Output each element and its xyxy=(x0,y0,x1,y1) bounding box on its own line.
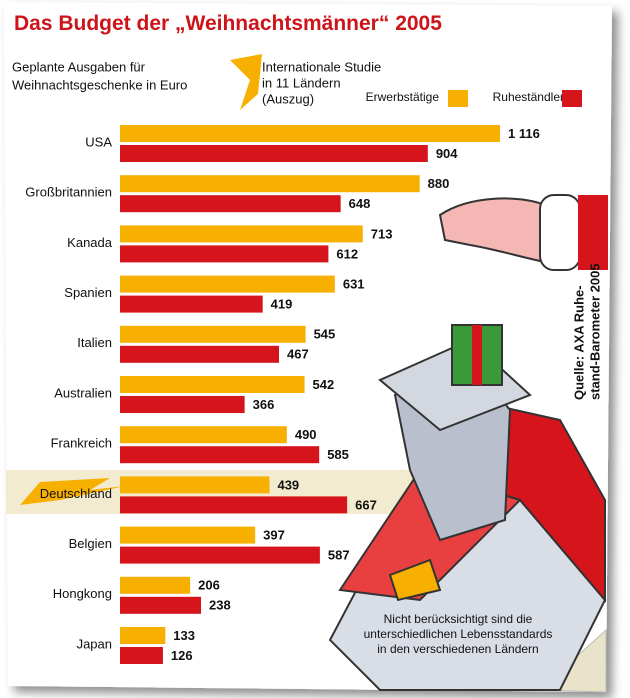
value-label: 587 xyxy=(328,548,350,563)
value-label: 238 xyxy=(209,598,231,613)
value-label: 467 xyxy=(287,347,309,362)
category-label: Großbritannien xyxy=(25,185,112,200)
footnote: in den verschiedenen Ländern xyxy=(377,642,538,656)
value-label: 439 xyxy=(277,477,299,492)
value-label: 545 xyxy=(314,327,336,342)
chart-title: Das Budget der „Weihnachtsmänner“ 2005 xyxy=(14,12,442,35)
value-label: 397 xyxy=(263,528,285,543)
value-label: 542 xyxy=(313,377,335,392)
value-label: 366 xyxy=(253,397,275,412)
bar xyxy=(120,225,363,243)
bar xyxy=(120,396,245,413)
value-label: 713 xyxy=(371,226,393,241)
bar xyxy=(120,195,341,213)
bar xyxy=(120,576,191,594)
bar xyxy=(120,526,256,544)
hand-illustration xyxy=(438,194,608,271)
value-label: 126 xyxy=(171,648,193,663)
bar xyxy=(120,345,280,363)
value-label: 133 xyxy=(173,628,195,643)
value-label: 880 xyxy=(428,176,450,191)
category-label: Australien xyxy=(54,385,112,400)
bar xyxy=(120,325,306,343)
category-label: Italien xyxy=(77,335,112,350)
source-line: stand-Barometer 2005 xyxy=(587,263,602,400)
category-label: Deutschland xyxy=(40,486,112,501)
category-label: Spanien xyxy=(64,285,112,300)
value-label: 585 xyxy=(327,447,349,462)
legend-swatch xyxy=(562,90,582,107)
category-label: Kanada xyxy=(67,235,113,250)
bar xyxy=(120,627,166,644)
footnote: Nicht berücksichtigt sind die xyxy=(384,612,533,626)
bar xyxy=(120,596,202,614)
value-label: 490 xyxy=(295,427,317,442)
value-label: 667 xyxy=(355,497,377,512)
bar xyxy=(120,376,305,393)
bar xyxy=(120,145,428,162)
highlight-swoosh xyxy=(20,478,125,505)
category-label: Hongkong xyxy=(53,586,112,601)
category-label: Frankreich xyxy=(51,436,112,451)
source-line: Quelle: AXA Ruhe- xyxy=(571,285,586,400)
bar xyxy=(120,275,335,293)
bar xyxy=(120,647,163,664)
note: Internationale Studie xyxy=(262,59,381,74)
house-illustration xyxy=(328,324,607,691)
bar xyxy=(120,496,348,514)
note: (Auszug) xyxy=(262,91,314,106)
bar xyxy=(120,245,329,263)
bar xyxy=(120,446,320,464)
category-label: Belgien xyxy=(69,536,112,551)
subtitle: Weihnachtsgeschenke in Euro xyxy=(12,77,187,92)
bar xyxy=(120,546,320,564)
legend-label: Erwerbstätige xyxy=(366,90,440,104)
legend-swatch xyxy=(448,90,468,107)
category-label: Japan xyxy=(77,636,112,651)
bar xyxy=(120,175,420,193)
value-label: 648 xyxy=(349,196,371,211)
value-label: 904 xyxy=(436,146,458,161)
subtitle: Geplante Ausgaben für xyxy=(12,59,146,74)
bar xyxy=(120,476,270,494)
legend-label: Ruheständler xyxy=(493,90,564,104)
bar xyxy=(120,426,287,444)
bar xyxy=(120,125,500,142)
category-label: USA xyxy=(85,134,112,149)
footnote: unterschiedlichen Lebensstandards xyxy=(364,627,553,641)
note-swoosh xyxy=(230,54,262,110)
value-label: 631 xyxy=(343,277,365,292)
value-label: 419 xyxy=(271,297,293,312)
value-label: 1 116 xyxy=(508,126,540,141)
bar xyxy=(120,295,263,313)
source: Quelle: AXA Ruhe-stand-Barometer 2005 xyxy=(571,263,602,400)
note: in 11 Ländern xyxy=(262,75,341,90)
value-label: 612 xyxy=(336,246,358,261)
value-label: 206 xyxy=(198,578,220,593)
